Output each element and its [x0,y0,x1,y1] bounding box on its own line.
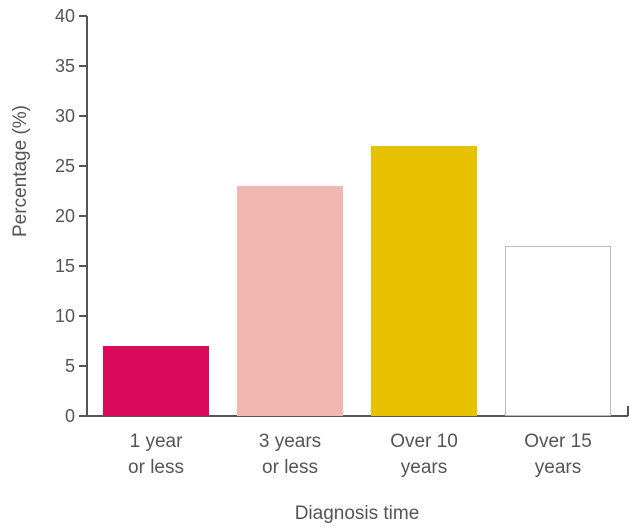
x-tick-label: 3 years [259,431,321,452]
y-axis-title: Percentage (%) [10,105,31,237]
y-tick-label: 25 [55,156,75,176]
x-axis-title: Diagnosis time [295,503,420,524]
x-tick-label: Over 10 [390,431,458,452]
x-tick-label: or less [128,457,184,478]
y-tick-label: 0 [65,406,75,426]
y-tick-label: 20 [55,206,75,226]
x-tick-label: 1 year [130,431,183,452]
y-tick-label: 35 [55,56,75,76]
x-tick-label: years [401,457,447,478]
y-tick-label: 15 [55,256,75,276]
y-tick-label: 5 [65,356,75,376]
x-tick-label: years [535,457,581,478]
bar [103,346,209,416]
x-tick-label: Over 15 [524,431,592,452]
category-labels: 1 year or less 3 years or less Over 10 years O… [128,431,592,478]
bars [103,146,611,416]
y-tick-label: 40 [55,6,75,26]
bar [371,146,477,416]
bar [505,246,611,416]
y-axis: 0 5 10 15 20 25 30 35 40 [55,6,88,426]
y-tick-label: 30 [55,106,75,126]
x-tick-label: or less [262,457,318,478]
y-tick-label: 10 [55,306,75,326]
bar [237,186,343,416]
